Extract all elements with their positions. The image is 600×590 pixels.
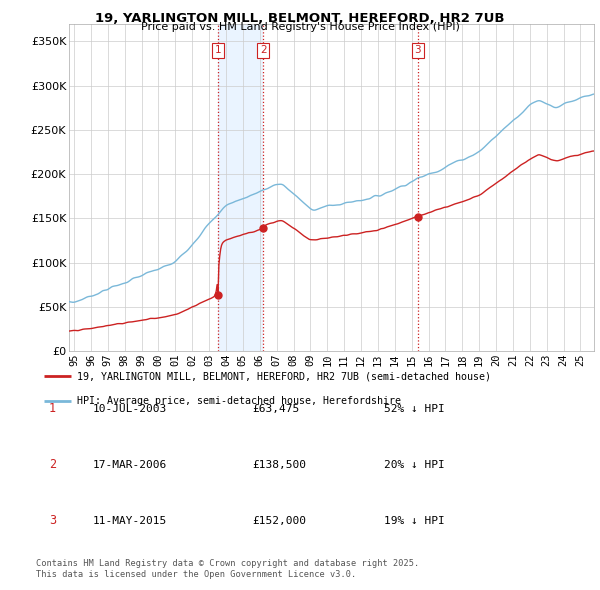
Text: HPI: Average price, semi-detached house, Herefordshire: HPI: Average price, semi-detached house,… [77,396,401,407]
Text: 2: 2 [260,45,266,55]
Text: 1: 1 [49,402,56,415]
Text: 52% ↓ HPI: 52% ↓ HPI [384,404,445,414]
Text: 19, YARLINGTON MILL, BELMONT, HEREFORD, HR2 7UB: 19, YARLINGTON MILL, BELMONT, HEREFORD, … [95,12,505,25]
Text: 19, YARLINGTON MILL, BELMONT, HEREFORD, HR2 7UB (semi-detached house): 19, YARLINGTON MILL, BELMONT, HEREFORD, … [77,371,491,381]
Text: 2: 2 [49,458,56,471]
Text: 19% ↓ HPI: 19% ↓ HPI [384,516,445,526]
Text: £152,000: £152,000 [252,516,306,526]
Text: 17-MAR-2006: 17-MAR-2006 [93,460,167,470]
Text: 11-MAY-2015: 11-MAY-2015 [93,516,167,526]
Text: £138,500: £138,500 [252,460,306,470]
Text: 20% ↓ HPI: 20% ↓ HPI [384,460,445,470]
Text: 10-JUL-2003: 10-JUL-2003 [93,404,167,414]
Text: 3: 3 [49,514,56,527]
Text: Contains HM Land Registry data © Crown copyright and database right 2025.
This d: Contains HM Land Registry data © Crown c… [36,559,419,579]
Text: Price paid vs. HM Land Registry's House Price Index (HPI): Price paid vs. HM Land Registry's House … [140,22,460,32]
Bar [218,24,263,351]
Text: 1: 1 [215,45,221,55]
Text: 3: 3 [415,45,421,55]
Text: £63,475: £63,475 [252,404,299,414]
